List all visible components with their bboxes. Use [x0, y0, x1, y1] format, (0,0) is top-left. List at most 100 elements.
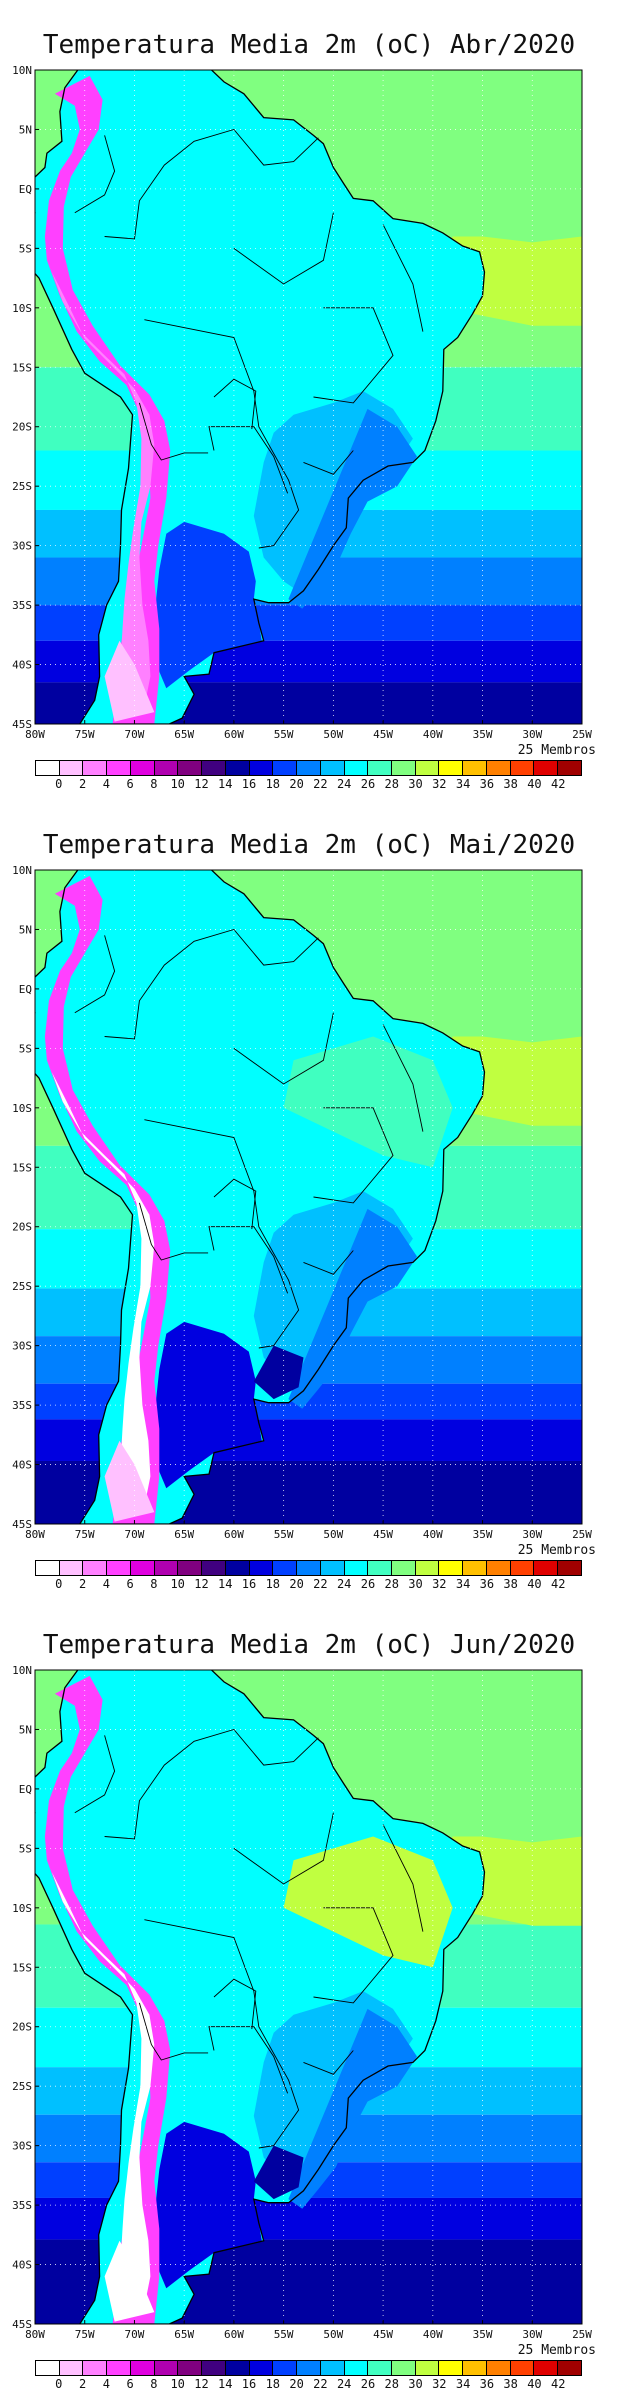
- colorbar-tick-label: 42: [550, 1577, 566, 1591]
- cold-pampa-region: [154, 2121, 262, 2289]
- latitude-tick-label: 25S: [12, 2080, 32, 2093]
- latitude-tick-label: 25S: [12, 480, 32, 493]
- colorbar-tick-label: 36: [479, 2377, 495, 2391]
- colorbar-tick-label: 2: [78, 1577, 87, 1591]
- colorbar-tick-label: 36: [479, 777, 495, 791]
- longitude-tick-label: 80W: [25, 728, 45, 741]
- colorbar-swatch: [249, 761, 274, 775]
- colorbar-tick-label: 4: [102, 2377, 110, 2391]
- country-state-border: [233, 1812, 334, 1885]
- colorbar-tick-label: 30: [408, 777, 423, 791]
- map-panel-mai: 10N 5N EQ 5S 10S 15S 20S 25S 30S 35S 40S 45S 80W 75W 7…: [0, 800, 618, 1600]
- country-state-border: [303, 2050, 354, 2075]
- longitude-tick-label: 30W: [522, 728, 542, 741]
- colorbar-tick-label: 26: [360, 777, 376, 791]
- cooler-southeast-core: [288, 408, 417, 609]
- colorbar-swatch: [320, 761, 345, 775]
- colorbar-tick-label: 26: [360, 1577, 376, 1591]
- colorbar-swatch: [534, 761, 559, 775]
- colorbar-swatch: [297, 761, 321, 775]
- colorbar-tick-label: 34: [455, 1577, 471, 1591]
- colorbar-tick-label: 42: [550, 777, 566, 791]
- longitude-tick-label: 55W: [274, 1528, 294, 1541]
- country-state-border: [104, 128, 319, 240]
- colorbar-tick-label: 8: [150, 777, 158, 791]
- colorbar-swatch: [273, 1561, 298, 1575]
- colorbar-swatch: [178, 2361, 203, 2375]
- country-state-border: [208, 2026, 289, 2094]
- latitude-tick-label: 10S: [12, 1102, 32, 1115]
- latitude-tick-label: 15S: [12, 1161, 32, 1174]
- latitude-tick-label: EQ: [19, 183, 32, 196]
- longitude-tick-label: 40W: [423, 2328, 443, 2341]
- colorbar-swatch: [83, 1561, 108, 1575]
- colorbar-tick-label: 6: [126, 1577, 134, 1591]
- colorbar-tick-label: 10: [170, 1577, 185, 1591]
- longitude-tick-label: 35W: [473, 1528, 493, 1541]
- longitude-tick-label: 35W: [473, 2328, 493, 2341]
- colorbar-swatch: [36, 761, 60, 775]
- colorbar-tick-label: 38: [503, 777, 518, 791]
- country-state-border: [138, 402, 209, 461]
- colorbar-swatch: [59, 761, 84, 775]
- longitude-tick-label: 40W: [423, 1528, 443, 1541]
- latitude-tick-label: 40S: [12, 2259, 32, 2272]
- andes-peak-band: [51, 1872, 155, 2307]
- colorbar-tick-label: 24: [336, 777, 352, 791]
- latitude-tick-label: 35S: [12, 599, 32, 612]
- colorbar-swatch: [415, 761, 440, 775]
- colorbar-swatch: [249, 1561, 274, 1575]
- longitude-tick-label: 25W: [572, 2328, 592, 2341]
- country-state-border: [138, 2002, 209, 2061]
- colorbar-swatch: [486, 1561, 511, 1575]
- colorbar-tick-label: 12: [194, 2377, 209, 2391]
- longitude-tick-label: 80W: [25, 2328, 45, 2341]
- colorbar-swatch: [320, 1561, 345, 1575]
- colorbar-swatch: [178, 1561, 203, 1575]
- colorbar-swatch: [59, 1561, 84, 1575]
- colorbar-tick-labels: 0 2 4 6 8 10 12 14 16 18 20 22 24 26 28 30 32 34 36 38 40 42: [35, 1577, 582, 1591]
- latitude-tick-label: 30S: [12, 540, 32, 553]
- colorbar-tick-label: 16: [241, 2377, 257, 2391]
- map-field: [35, 870, 582, 1524]
- colorbar-swatch: [202, 761, 226, 775]
- latitude-tick-label: 15S: [12, 1961, 32, 1974]
- cold-uruguay-region: [253, 1345, 304, 1400]
- colorbar-swatch: [439, 761, 464, 775]
- latitude-tick-label: 45S: [12, 1518, 32, 1531]
- colorbar-tick-label: 10: [170, 2377, 185, 2391]
- cooler-southeast-core: [288, 2008, 417, 2209]
- country-state-border: [233, 212, 334, 285]
- colorbar-tick-label: 14: [218, 1577, 233, 1591]
- colorbar-tick-label: 20: [289, 1577, 304, 1591]
- colorbar-swatch: [558, 1561, 581, 1575]
- colorbar-tick-label: 22: [313, 1577, 328, 1591]
- colorbar-swatch: [344, 761, 369, 775]
- colorbar-tick-label: 12: [194, 1577, 209, 1591]
- longitude-tick-label: 75W: [75, 728, 95, 741]
- ensemble-members-label: 25 Membros: [517, 2343, 596, 2358]
- colorbar-swatch: [225, 761, 250, 775]
- colorbar-swatch: [83, 2361, 108, 2375]
- colorbar-tick-label: 0: [55, 777, 63, 791]
- colorbar-tick-label: 36: [479, 1577, 495, 1591]
- map-field: [35, 70, 582, 724]
- longitude-tick-label: 65W: [174, 728, 194, 741]
- latitude-tick-label: 35S: [12, 1399, 32, 1412]
- colorbar-tick-label: 24: [336, 1577, 352, 1591]
- country-state-border: [213, 1178, 257, 1230]
- longitude-tick-label: 70W: [125, 2328, 145, 2341]
- colorbar-swatch: [130, 761, 155, 775]
- latitude-tick-label: 30S: [12, 1340, 32, 1353]
- warm-interior-zone: [283, 1836, 453, 1968]
- latitude-tick-label: 5N: [19, 1723, 32, 1736]
- panel-title: Temperatura Media 2m (oC) Jun/2020: [42, 1630, 576, 1660]
- colorbar-tick-label: 18: [265, 2377, 281, 2391]
- colorbar-swatch: [415, 1561, 440, 1575]
- longitude-tick-label: 60W: [224, 1528, 244, 1541]
- colorbar-swatch: [392, 1561, 416, 1575]
- latitude-tick-label: 10N: [12, 1664, 32, 1677]
- colorbar-swatch: [107, 761, 131, 775]
- map-frame: [34, 69, 583, 725]
- colorbar-tick-label: 16: [241, 1577, 257, 1591]
